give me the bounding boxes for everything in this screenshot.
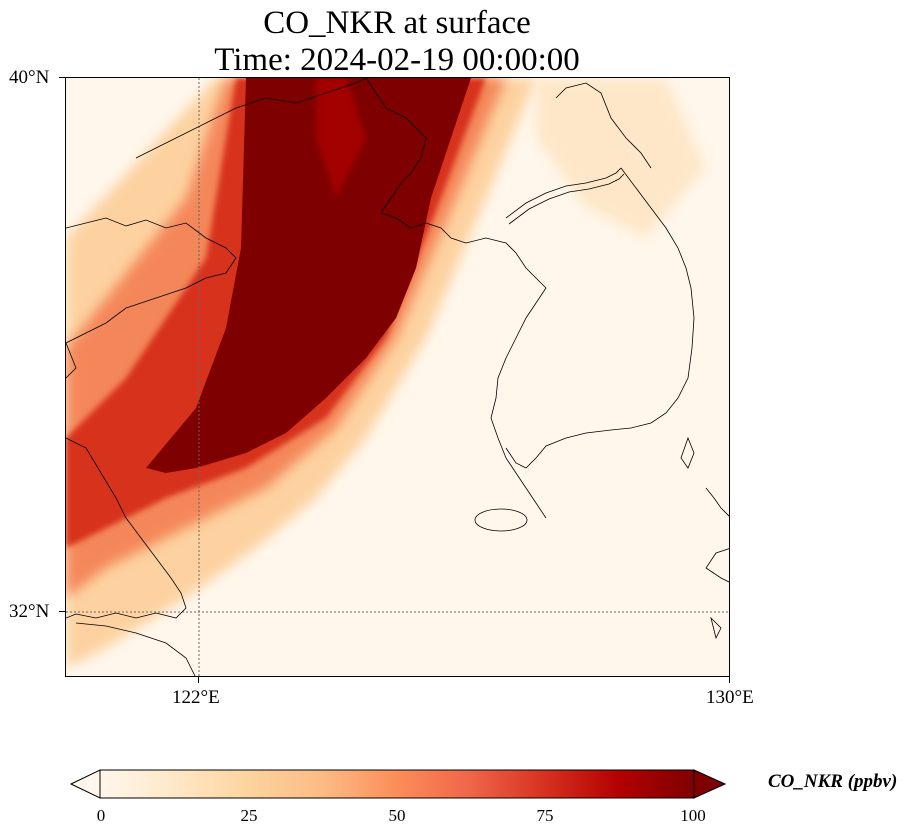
colorbar-tick-100: 100 [680, 806, 706, 825]
plume-haze-ne [536, 78, 706, 238]
plume-core [146, 78, 471, 473]
plot-title: CO_NKR at surface [263, 5, 531, 41]
map-panel[interactable] [65, 77, 730, 677]
colorbar-extend-min [70, 769, 101, 799]
map-canvas [66, 78, 729, 676]
colorbar [70, 769, 726, 799]
coastlines [66, 78, 729, 676]
colorbar-tick-0: 0 [96, 806, 106, 825]
colorbar-gradient [99, 769, 695, 799]
lon-label-130E: 130°E [706, 687, 754, 708]
colorbar-tick-50: 50 [388, 806, 406, 825]
plot-time-subtitle: Time: 2024-02-19 00:00:00 [214, 42, 580, 78]
xtick-122E [198, 677, 199, 683]
colorbar-tick-75: 75 [536, 806, 554, 825]
colorbar-extend-max [693, 769, 726, 799]
lat-label-32N: 32°N [9, 601, 50, 622]
colorbar-label: CO_NKR (ppbv) [768, 771, 898, 792]
ytick-40N [59, 77, 65, 78]
lat-label-40N: 40°N [9, 67, 50, 88]
lon-label-122E: 122°E [172, 687, 220, 708]
xtick-130E [729, 677, 730, 683]
ytick-32N [59, 611, 65, 612]
colorbar-tick-25: 25 [240, 806, 258, 825]
plume-core-streak [316, 78, 366, 198]
